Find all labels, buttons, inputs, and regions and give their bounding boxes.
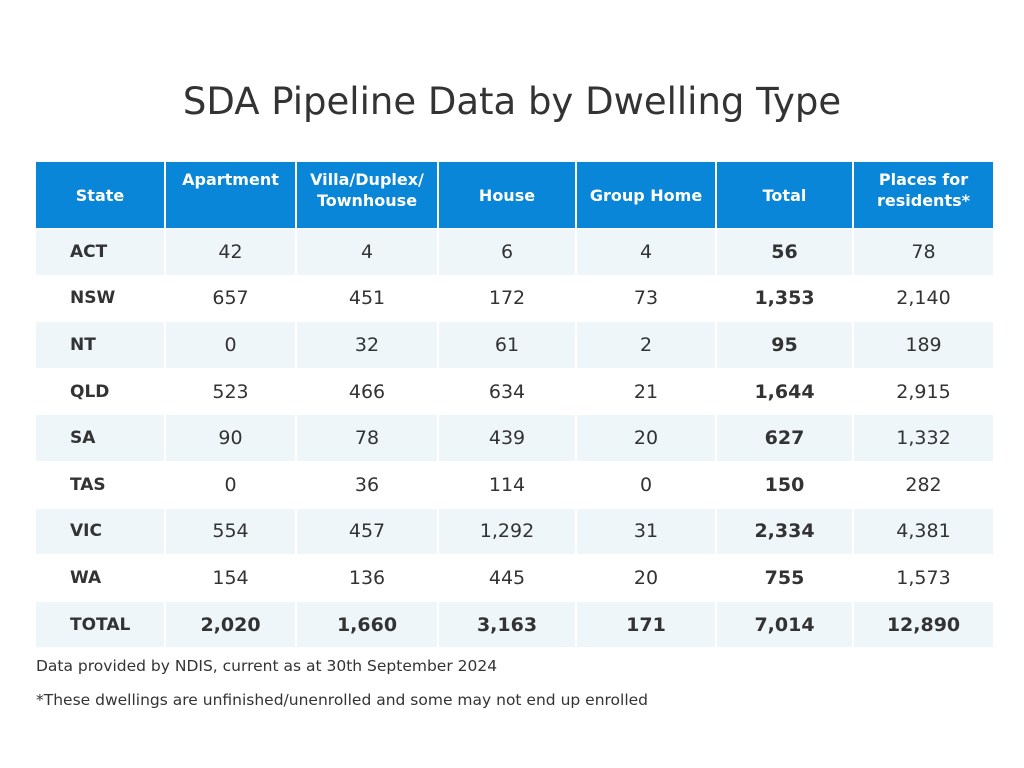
value-cell: 2,334 [717, 508, 852, 555]
column-header: Group Home [577, 162, 715, 228]
value-cell: 31 [577, 508, 715, 555]
state-cell: VIC [36, 508, 164, 555]
value-cell: 90 [166, 415, 295, 461]
state-cell: SA [36, 415, 164, 461]
value-cell: 755 [764, 566, 805, 589]
value-cell: 1,292 [439, 508, 575, 555]
value-cell: 6 [439, 229, 575, 275]
value-cell: 4 [577, 229, 715, 275]
value-cell: 1,573 [896, 566, 951, 589]
column-header: Apartment [166, 162, 295, 228]
value-cell: 189 [854, 322, 993, 368]
value-cell: 36 [354, 473, 380, 496]
value-cell: 42 [166, 229, 295, 275]
value-cell: 95 [717, 322, 852, 368]
value-cell: 20 [633, 566, 659, 589]
value-cell: 61 [439, 322, 575, 368]
value-cell: 466 [348, 380, 386, 403]
value-cell: 12,890 [854, 601, 993, 648]
value-cell: 78 [297, 415, 437, 461]
value-cell: 0 [224, 473, 237, 496]
value-cell: 56 [717, 229, 852, 275]
state-cell: WA [70, 567, 102, 588]
total-row: TOTAL 2,020 1,660 3,163 171 7,014 12,890 [36, 601, 993, 648]
state-cell: NT [36, 322, 164, 368]
value-cell: 457 [297, 508, 437, 555]
value-cell: 627 [717, 415, 852, 461]
column-header: House [439, 162, 575, 228]
state-cell: NSW [70, 288, 116, 309]
value-cell: 73 [633, 287, 659, 310]
table-row: WA 154 136 445 20 755 1,573 [36, 555, 993, 601]
value-cell: 20 [577, 415, 715, 461]
value-cell: 2,140 [896, 287, 951, 310]
state-cell: TAS [70, 474, 106, 495]
table-row: NSW 657 451 172 73 1,353 2,140 [36, 276, 993, 322]
asterisk-note: *These dwellings are unfinished/unenroll… [36, 691, 649, 709]
value-cell: 154 [212, 566, 249, 589]
table-row: SA 90 78 439 20 627 1,332 [36, 415, 993, 461]
value-cell: 1,332 [854, 415, 993, 461]
value-cell: 1,660 [297, 601, 437, 648]
value-cell: 171 [577, 601, 715, 648]
value-cell: 4,381 [854, 508, 993, 555]
table-header-row: State Apartment Villa/Duplex/ Townhouse Hou… [36, 162, 993, 228]
page-title: SDA Pipeline Data by Dwelling Type [182, 80, 842, 123]
value-cell: 136 [348, 566, 386, 589]
table-row: TAS 0 36 114 0 150 282 [36, 462, 993, 508]
column-header: Places for residents* [854, 162, 993, 228]
value-cell: 445 [488, 566, 526, 589]
value-cell: 1,644 [754, 380, 815, 403]
value-cell: 554 [166, 508, 295, 555]
source-note: Data provided by NDIS, current as at 30t… [36, 657, 498, 675]
sda-pipeline-table: State Apartment Villa/Duplex/ Townhouse Hou… [34, 161, 995, 648]
value-cell: 78 [854, 229, 993, 275]
table-row: VIC 554 457 1,292 31 2,334 4,381 [36, 508, 993, 555]
state-cell: ACT [36, 229, 164, 275]
value-cell: 282 [905, 473, 942, 496]
value-cell: 451 [348, 287, 386, 310]
value-cell: 439 [439, 415, 575, 461]
value-cell: 2 [577, 322, 715, 368]
value-cell: 32 [297, 322, 437, 368]
column-header: Total [717, 162, 852, 228]
value-cell: 523 [212, 380, 249, 403]
column-header: State [36, 162, 164, 228]
value-cell: 114 [488, 473, 526, 496]
column-header: Villa/Duplex/ Townhouse [297, 162, 437, 228]
value-cell: 21 [633, 380, 659, 403]
value-cell: 657 [212, 287, 249, 310]
value-cell: 150 [764, 473, 805, 496]
value-cell: 634 [488, 380, 526, 403]
value-cell: 1,353 [754, 287, 815, 310]
value-cell: 172 [488, 287, 526, 310]
value-cell: 2,020 [166, 601, 295, 648]
value-cell: 4 [297, 229, 437, 275]
value-cell: 0 [639, 473, 653, 496]
value-cell: 3,163 [439, 601, 575, 648]
table-row: QLD 523 466 634 21 1,644 2,915 [36, 369, 993, 415]
value-cell: 2,915 [896, 380, 951, 403]
table-row: NT 0 32 61 2 95 189 [36, 322, 993, 368]
table-row: ACT 42 4 6 4 56 78 [36, 229, 993, 275]
state-cell: TOTAL [36, 601, 164, 648]
value-cell: 0 [166, 322, 295, 368]
state-cell: QLD [70, 381, 110, 402]
value-cell: 7,014 [717, 601, 852, 648]
